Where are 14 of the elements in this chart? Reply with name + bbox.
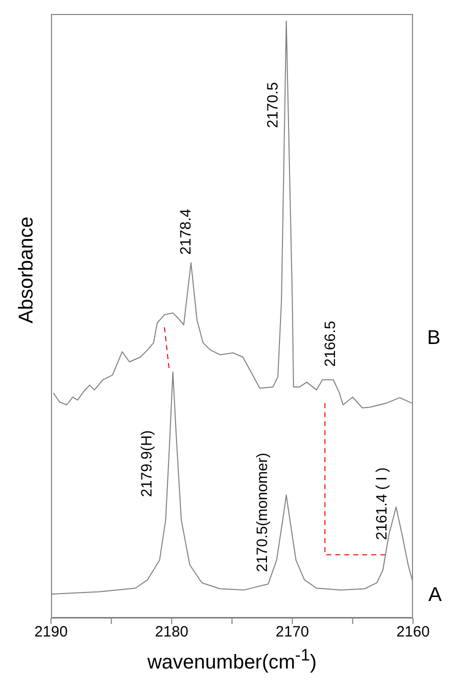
y-axis-title: Absorbance: [16, 216, 38, 324]
x-tick-label: 2190: [34, 624, 68, 641]
annotation: 2170.5: [264, 82, 282, 128]
x-tick-label: 2160: [396, 624, 430, 641]
annotation: 2166.5: [322, 320, 339, 367]
x-tick-label: 2180: [154, 624, 188, 641]
x-axis-title: wavenumber(cm$^{-1}$): [147, 646, 317, 674]
x-tick-label: 2170: [276, 624, 310, 641]
series-label: A: [428, 584, 442, 606]
text: B: [427, 327, 440, 350]
annotation: 2178.4: [177, 208, 194, 255]
annotation: 2170.5(monomer): [254, 452, 271, 572]
annotation: 2179.9(H): [138, 430, 156, 497]
annotation: 2161.4 ( I ): [374, 467, 391, 540]
